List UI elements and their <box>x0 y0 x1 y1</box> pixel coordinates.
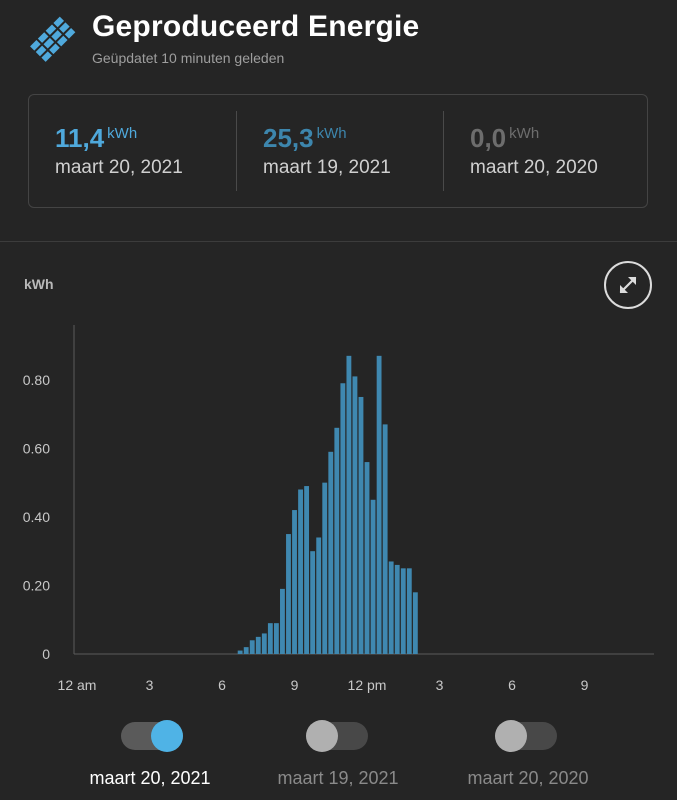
energy-bar[interactable] <box>364 462 370 654</box>
toggle-label: maart 20, 2020 <box>467 768 589 788</box>
energy-bar[interactable] <box>280 588 285 654</box>
y-axis-label: kWh <box>24 276 54 292</box>
stat-unit: kWh <box>316 125 347 142</box>
energy-bar[interactable] <box>400 568 406 654</box>
toggle-group-previous-year: maart 20, 2020 <box>428 714 628 800</box>
energy-bar[interactable] <box>340 383 346 654</box>
energy-bar[interactable] <box>370 499 376 654</box>
toggle-switch-previous-year[interactable] <box>495 720 557 752</box>
bar-chart: kWh 0 0.20 0.40 0.60 0.80 12 am 3 6 9 12 pm 3 6 9 <box>23 276 654 693</box>
energy-bar[interactable] <box>376 355 382 654</box>
toggle-switch-current[interactable] <box>121 720 183 752</box>
comparison-toggles: maart 20, 2021 maart 19, 2021 maart 20, … <box>0 714 677 800</box>
energy-bar[interactable] <box>273 623 279 654</box>
energy-bar[interactable] <box>346 355 352 654</box>
energy-bar[interactable] <box>394 564 400 654</box>
energy-bar[interactable] <box>352 376 358 654</box>
energy-bar[interactable] <box>304 486 310 654</box>
x-tick-label: 9 <box>291 677 299 693</box>
toggle-switch-previous-day[interactable] <box>306 720 368 752</box>
stat-previous-year: 0,0 kWh maart 20, 2020 <box>444 95 650 207</box>
y-tick-label: 0.20 <box>23 577 50 593</box>
stat-unit: kWh <box>107 125 138 142</box>
card-header: Geproduceerd Energie Geüpdatet 10 minute… <box>0 0 677 90</box>
switch-knob <box>306 720 338 752</box>
stat-unit: kWh <box>509 125 540 142</box>
stat-value: 0,0 <box>470 123 507 153</box>
expand-icon <box>619 276 637 294</box>
energy-bar[interactable] <box>243 647 249 654</box>
x-tick-label: 12 pm <box>348 677 387 693</box>
section-divider <box>0 241 677 242</box>
energy-bar[interactable] <box>328 451 334 654</box>
energy-bar[interactable] <box>298 489 303 655</box>
divider <box>443 111 444 191</box>
x-tick-label: 12 am <box>58 677 97 693</box>
energy-bar[interactable] <box>310 551 316 654</box>
x-tick-label: 6 <box>218 677 226 693</box>
energy-bar[interactable] <box>267 623 273 654</box>
energy-chart: kWh 0 0.20 0.40 0.60 0.80 12 am 3 6 9 12 pm 3 6 9 <box>0 270 677 700</box>
energy-bar[interactable] <box>358 396 364 654</box>
toggle-label: maart 20, 2021 <box>89 768 211 788</box>
stat-current: 11,4 kWh maart 20, 2021 <box>29 95 235 207</box>
energy-bar[interactable] <box>316 537 322 654</box>
stat-date: maart 20, 2020 <box>470 157 598 178</box>
x-tick-label: 3 <box>146 677 154 693</box>
y-tick-label: 0.40 <box>23 509 50 525</box>
last-updated-text: Geüpdatet 10 minuten geleden <box>92 50 285 66</box>
toggle-label: maart 19, 2021 <box>277 768 399 788</box>
switch-knob <box>495 720 527 752</box>
expand-button[interactable] <box>604 261 652 309</box>
toggle-group-current: maart 20, 2021 <box>50 714 250 800</box>
energy-bar[interactable] <box>261 633 267 654</box>
energy-bar[interactable] <box>388 561 394 654</box>
x-tick-label: 6 <box>508 677 516 693</box>
y-tick-label: 0 <box>42 646 50 662</box>
y-tick-label: 0.80 <box>23 372 50 388</box>
x-tick-label: 3 <box>436 677 444 693</box>
stat-value: 11,4 <box>55 123 105 153</box>
toggle-group-previous-day: maart 19, 2021 <box>238 714 438 800</box>
divider <box>236 111 237 191</box>
stat-date: maart 19, 2021 <box>263 157 391 178</box>
energy-bar[interactable] <box>255 636 261 654</box>
stat-value: 25,3 <box>263 123 314 153</box>
energy-bar[interactable] <box>322 482 328 654</box>
card-title: Geproduceerd Energie <box>92 10 420 43</box>
energy-bar[interactable] <box>382 424 388 654</box>
energy-bar[interactable] <box>249 640 255 654</box>
stat-date: maart 20, 2021 <box>55 157 183 178</box>
solar-panel-icon <box>28 16 76 64</box>
x-tick-label: 9 <box>581 677 589 693</box>
energy-bar[interactable] <box>237 650 243 654</box>
statistics-summary: 11,4 kWh maart 20, 2021 25,3 kWh maart 19,… <box>28 94 648 208</box>
energy-bar[interactable] <box>412 592 418 654</box>
energy-bar[interactable] <box>334 427 340 654</box>
switch-knob <box>151 720 183 752</box>
stat-previous-day: 25,3 kWh maart 19, 2021 <box>237 95 443 207</box>
energy-bar[interactable] <box>292 510 297 654</box>
energy-bar[interactable] <box>406 568 412 654</box>
energy-bar[interactable] <box>286 534 291 654</box>
y-tick-label: 0.60 <box>23 440 50 456</box>
